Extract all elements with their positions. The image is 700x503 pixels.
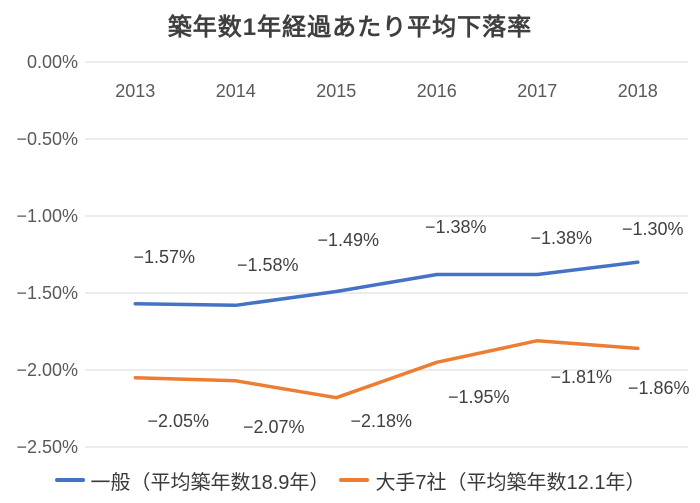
data-label: −1.81% — [550, 366, 613, 387]
legend-label-general: 一般（平均築年数18.9年） — [90, 471, 330, 494]
y-axis-tick-label: −1.50% — [16, 283, 78, 303]
legend: 一般（平均築年数18.9年） 大手7社（平均築年数12.1年） — [0, 463, 700, 497]
legend-label-major7: 大手7社（平均築年数12.1年） — [375, 471, 646, 494]
y-axis-tick-label: −0.50% — [16, 129, 78, 149]
legend-line-marker-major7 — [339, 478, 370, 482]
x-axis-tick-label: 2013 — [115, 81, 156, 101]
x-axis-tick-label: 2018 — [617, 81, 658, 101]
data-label: −1.38% — [424, 216, 487, 237]
y-axis-tick-label: 0.00% — [26, 52, 78, 72]
data-label: −1.30% — [621, 219, 684, 240]
series-line-1 — [133, 338, 640, 400]
data-label: −2.07% — [242, 416, 305, 437]
y-axis-tick-label: −2.50% — [16, 437, 78, 457]
data-label: −1.38% — [530, 227, 593, 248]
data-label: −2.18% — [350, 410, 413, 431]
data-label: −1.95% — [447, 387, 510, 408]
legend-line-marker-general — [54, 478, 85, 482]
legend-item-major7: 大手7社（平均築年数12.1年） — [339, 466, 646, 495]
y-axis-tick-label: −1.00% — [16, 206, 78, 226]
y-axis-tick-label: −2.00% — [16, 360, 78, 380]
data-label: −1.58% — [236, 255, 299, 276]
series-line-0 — [133, 260, 640, 308]
x-axis-tick-label: 2015 — [316, 81, 357, 101]
data-label: −1.86% — [627, 378, 690, 399]
x-axis-tick-label: 2016 — [416, 81, 457, 101]
x-axis-tick-label: 2017 — [517, 81, 558, 101]
data-label: −1.57% — [133, 246, 196, 267]
data-label: −2.05% — [147, 410, 210, 431]
data-label: −1.49% — [317, 230, 380, 251]
x-axis-tick-label: 2014 — [215, 81, 256, 101]
chart-title: 築年数1年経過あたり平均下落率 — [167, 14, 533, 41]
legend-item-general: 一般（平均築年数18.9年） — [54, 466, 330, 495]
